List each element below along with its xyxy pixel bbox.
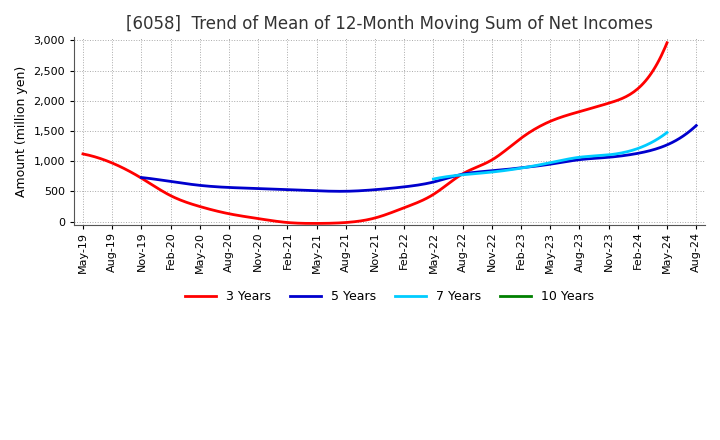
Line: 7 Years: 7 Years	[433, 132, 667, 179]
5 Years	[137, 175, 145, 180]
5 Years	[139, 175, 148, 180]
5 Years	[467, 170, 476, 175]
3 Years	[81, 152, 89, 157]
5 Years	[469, 170, 478, 175]
3 Years	[662, 40, 671, 45]
5 Years	[606, 154, 615, 160]
7 Years	[662, 130, 671, 135]
Legend: 3 Years, 5 Years, 7 Years, 10 Years: 3 Years, 5 Years, 7 Years, 10 Years	[180, 285, 599, 308]
3 Years	[428, 192, 437, 198]
5 Years	[336, 189, 344, 194]
5 Years	[692, 123, 701, 128]
3 Years	[610, 99, 618, 104]
7 Years	[572, 155, 581, 160]
3 Years	[426, 194, 435, 199]
3 Years	[438, 186, 446, 191]
7 Years	[429, 176, 438, 182]
5 Years	[642, 149, 650, 154]
Y-axis label: Amount (million yen): Amount (million yen)	[15, 66, 28, 197]
7 Years	[641, 143, 649, 148]
3 Years	[78, 151, 87, 157]
Title: [6058]  Trend of Mean of 12-Month Moving Sum of Net Incomes: [6058] Trend of Mean of 12-Month Moving …	[126, 15, 653, 33]
7 Years	[430, 176, 438, 181]
7 Years	[568, 156, 577, 161]
5 Years	[479, 169, 487, 174]
7 Years	[567, 156, 576, 161]
3 Years	[309, 221, 318, 226]
7 Years	[626, 148, 634, 154]
3 Years	[573, 110, 582, 115]
Line: 3 Years: 3 Years	[83, 43, 667, 224]
Line: 5 Years: 5 Years	[141, 125, 696, 191]
